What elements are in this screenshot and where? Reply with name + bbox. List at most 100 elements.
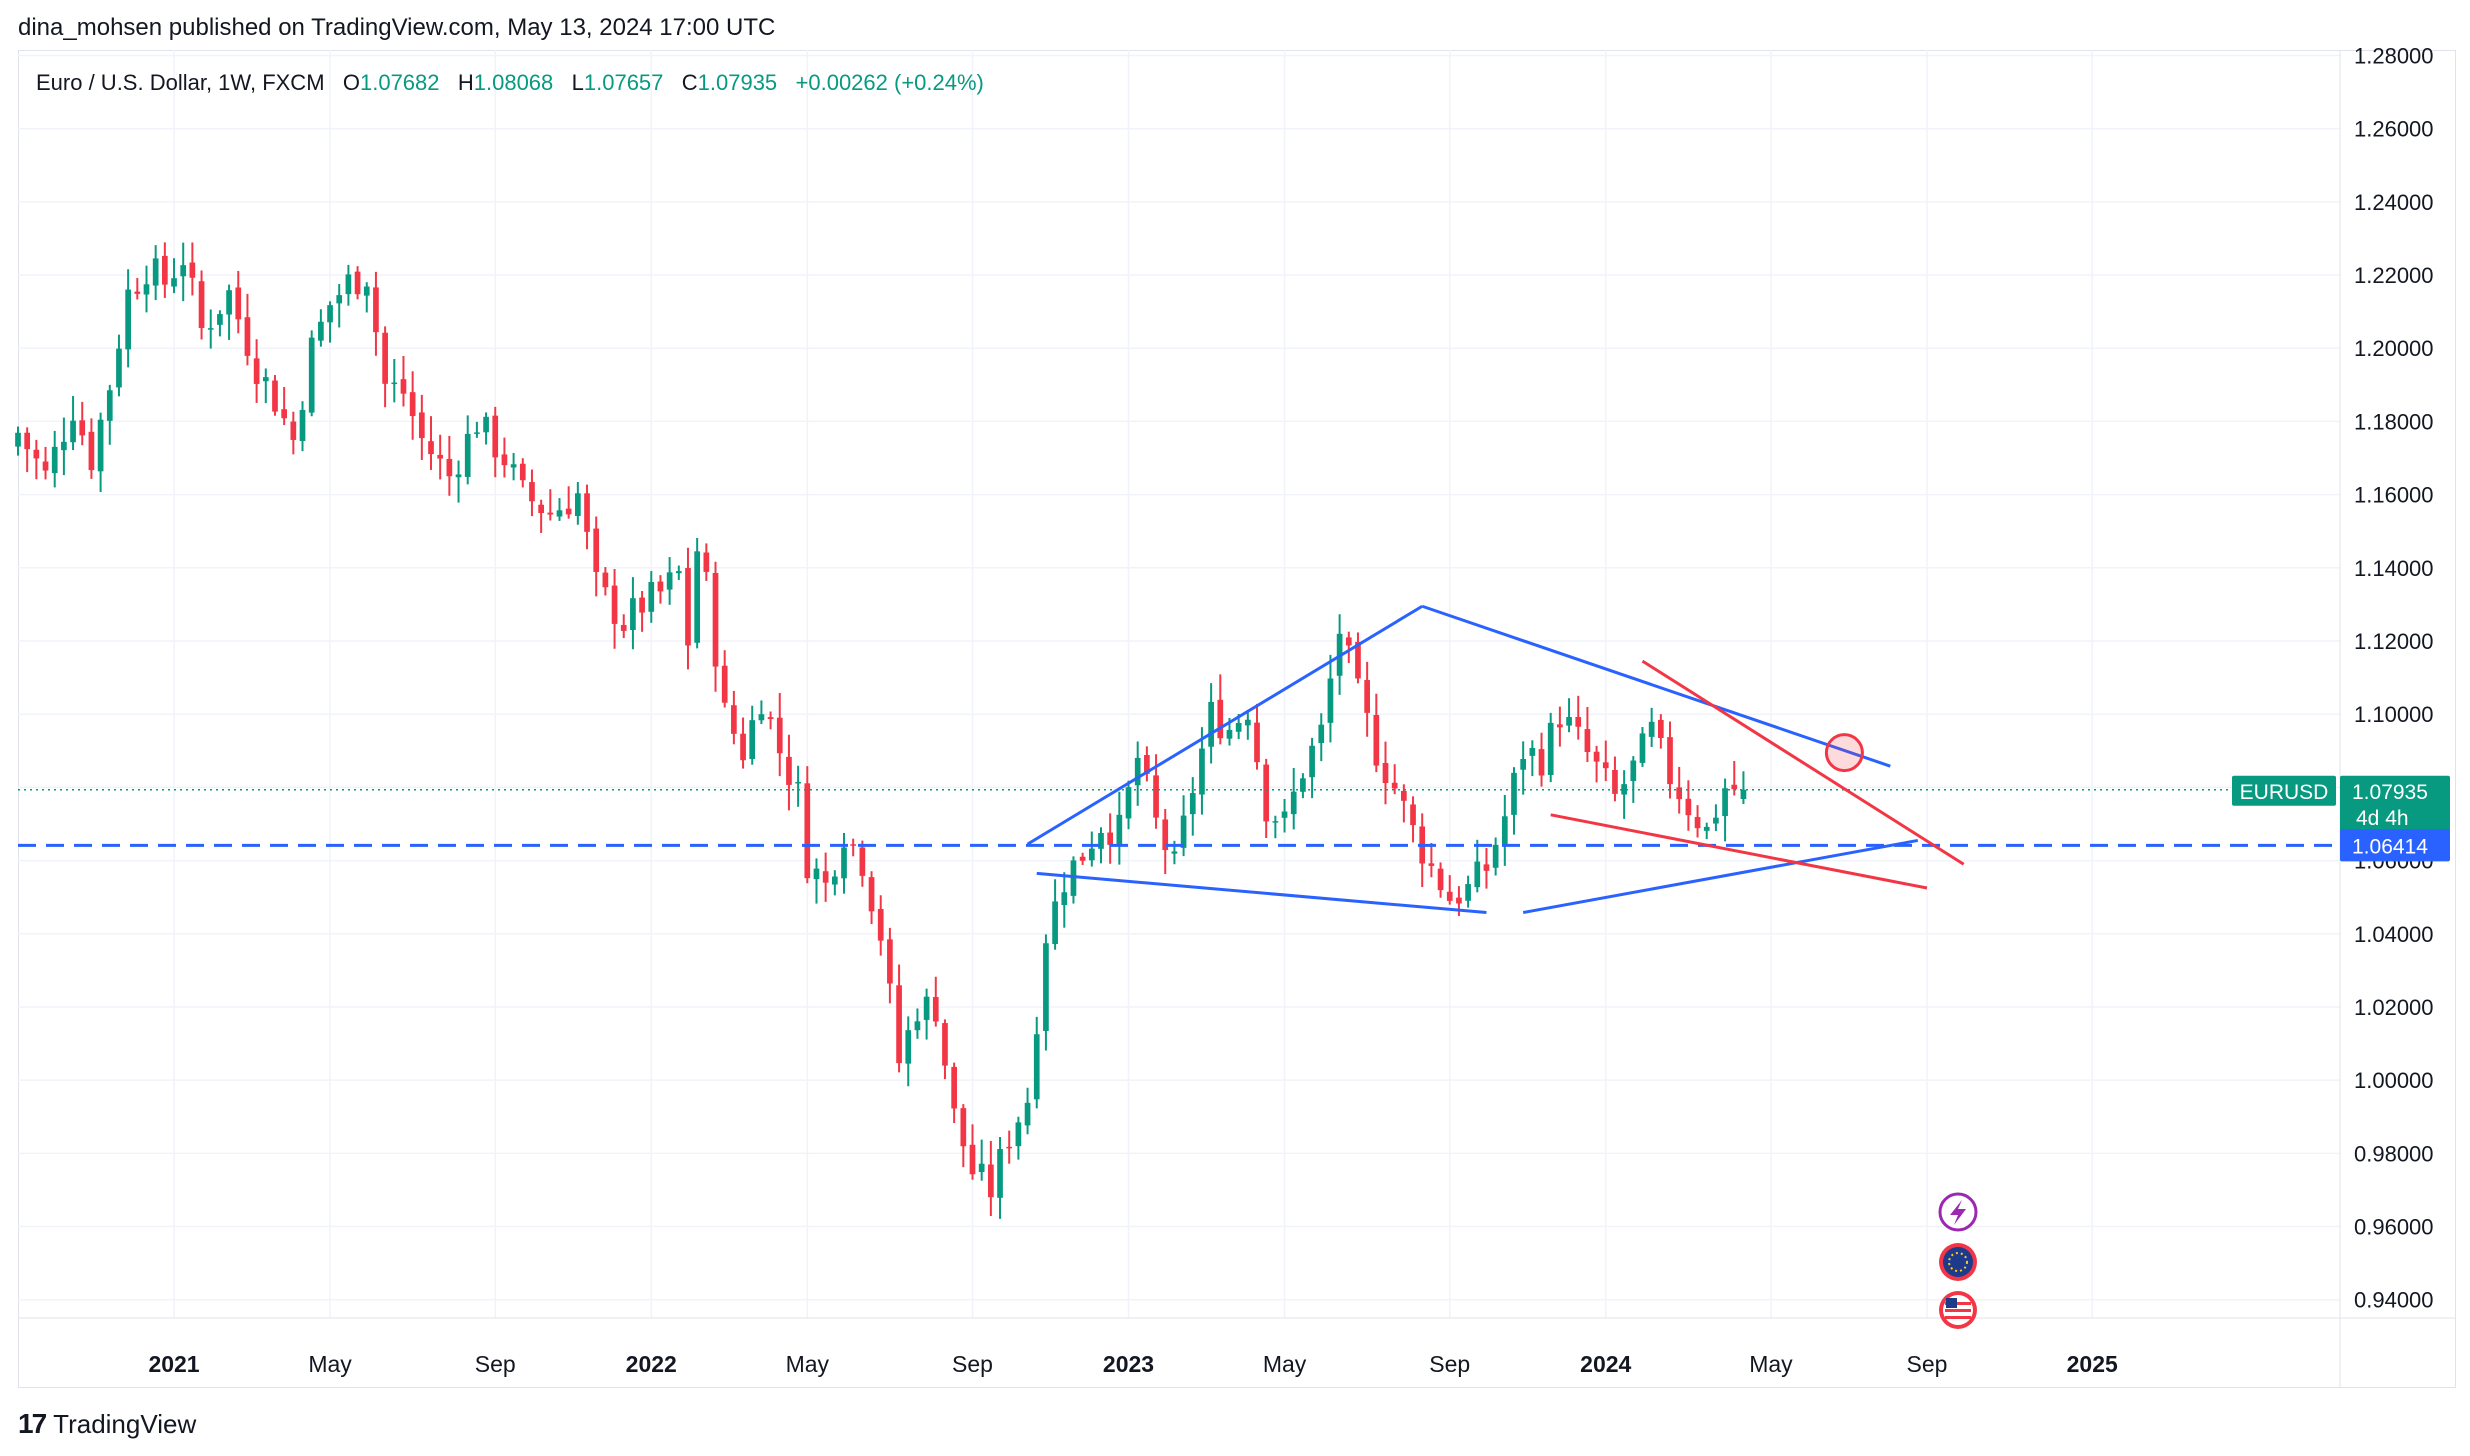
symbol-tag [2232, 775, 2336, 806]
change-value: +0.00262 (+0.24%) [795, 70, 984, 95]
candle-body [1318, 724, 1325, 744]
low-value: 1.07657 [583, 70, 664, 95]
candle-body [1043, 943, 1049, 1031]
time-tick: 2021 [148, 1351, 199, 1377]
candle-body [1281, 811, 1288, 818]
high-value: 1.08068 [473, 70, 554, 95]
candle-body [712, 572, 719, 667]
red-trendline[interactable] [1641, 659, 1965, 866]
candle-body [859, 847, 866, 876]
candle-body [70, 420, 76, 443]
candle-body [1566, 717, 1572, 726]
red-trendline[interactable] [1550, 813, 1928, 890]
blue-trendline[interactable] [1036, 871, 1487, 915]
event-icons[interactable] [1938, 1192, 1978, 1329]
drawing-layer[interactable] [18, 604, 2340, 915]
time-tick: Sep [1907, 1351, 1948, 1377]
open-value: 1.07682 [359, 70, 440, 95]
candle-body [1199, 748, 1205, 795]
candle-body [207, 328, 214, 330]
candle-body [969, 1144, 976, 1175]
candle-body [877, 909, 884, 941]
candle-body [1391, 782, 1398, 789]
price-tick: 0.98000 [2354, 1141, 2434, 1166]
candle-body [740, 733, 746, 761]
candle-body [1501, 816, 1508, 846]
candle-body [428, 441, 434, 455]
candle-body [831, 876, 838, 885]
candle-body [758, 714, 765, 721]
price-tick: 1.12000 [2354, 629, 2434, 654]
blue-trendline[interactable] [1026, 604, 1423, 846]
candle-body [290, 421, 297, 440]
price-axis[interactable]: 1.28000 1.26000 1.24000 1.22000 1.20000 1.180… [2339, 43, 2434, 1388]
tradingview-logo[interactable]: 17 TradingView [18, 1408, 196, 1440]
candle-body [262, 377, 269, 382]
symbol-description: Euro / U.S. Dollar, 1W, FXCM [36, 70, 325, 95]
eu-flag-icon[interactable] [1939, 1243, 1977, 1281]
ohlc-legend: Euro / U.S. Dollar, 1W, FXCM O1.07682 H1… [36, 70, 984, 96]
candle-body [198, 281, 205, 328]
candle-body [455, 474, 462, 478]
candle-body [905, 1030, 912, 1064]
candle-body [336, 295, 343, 304]
candle-body [382, 332, 388, 384]
candle-body [767, 717, 774, 719]
candle-body [942, 1023, 948, 1066]
candle-body [143, 284, 150, 295]
candle-body [1703, 826, 1710, 831]
candle-body [1685, 798, 1692, 816]
candle-body [813, 868, 820, 880]
time-axis[interactable]: 2021 May Sep 2022 May Sep 2023 May Sep 2024 May Sep… [18, 1317, 2456, 1377]
time-tick: Sep [1429, 1351, 1470, 1377]
tv-brand-text: TradingView [53, 1408, 197, 1439]
candle-body [703, 552, 710, 572]
low-label: L [571, 70, 584, 95]
candle-body [1547, 722, 1554, 775]
candle-body [731, 705, 737, 734]
price-tick: 1.20000 [2354, 336, 2434, 361]
candle-body [565, 508, 572, 515]
candle-body [1180, 815, 1187, 848]
candle-body [1052, 901, 1058, 945]
candle-body [79, 420, 86, 436]
candle-body [1208, 701, 1214, 747]
candle-body [1639, 733, 1646, 763]
candle-body [15, 432, 21, 447]
candle-body [1345, 637, 1352, 646]
price-tick: 0.94000 [2354, 1288, 2434, 1313]
candle-body [1254, 722, 1260, 763]
candle-body [1557, 724, 1563, 728]
candle-body [1492, 844, 1499, 868]
candle-body [1410, 804, 1416, 826]
price-tick: 1.24000 [2354, 190, 2434, 215]
highlight-circle[interactable] [1824, 733, 1864, 773]
candle-body [446, 458, 453, 477]
candle-body [318, 321, 324, 341]
us-flag-icon[interactable] [1939, 1291, 1977, 1329]
candle-body [1612, 769, 1618, 794]
candle-body [226, 290, 232, 315]
lightning-icon[interactable] [1938, 1192, 1978, 1232]
candle-body [988, 1164, 994, 1198]
close-value: 1.07935 [697, 70, 778, 95]
candle-body [180, 265, 187, 277]
candle-body [1327, 678, 1334, 723]
current-price-label: EURUSD 1.07935 4d 4h [2232, 775, 2450, 832]
candle-body [409, 392, 416, 417]
time-tick: 2024 [1580, 1351, 1631, 1377]
candle-body [1474, 861, 1481, 888]
candle-body [932, 997, 939, 1022]
candle-body [630, 598, 636, 631]
candle-body [1263, 764, 1270, 822]
candle-body [391, 382, 398, 385]
blue-trendline[interactable] [1522, 838, 1919, 915]
candle-body [1033, 1034, 1040, 1100]
blue-trendline[interactable] [1421, 604, 1891, 768]
chart-frame[interactable] [18, 50, 2456, 1388]
candle-body [1648, 721, 1655, 737]
candle-body [666, 572, 673, 590]
current-price-value: 1.07935 [2352, 781, 2428, 804]
candle-body [327, 305, 333, 323]
